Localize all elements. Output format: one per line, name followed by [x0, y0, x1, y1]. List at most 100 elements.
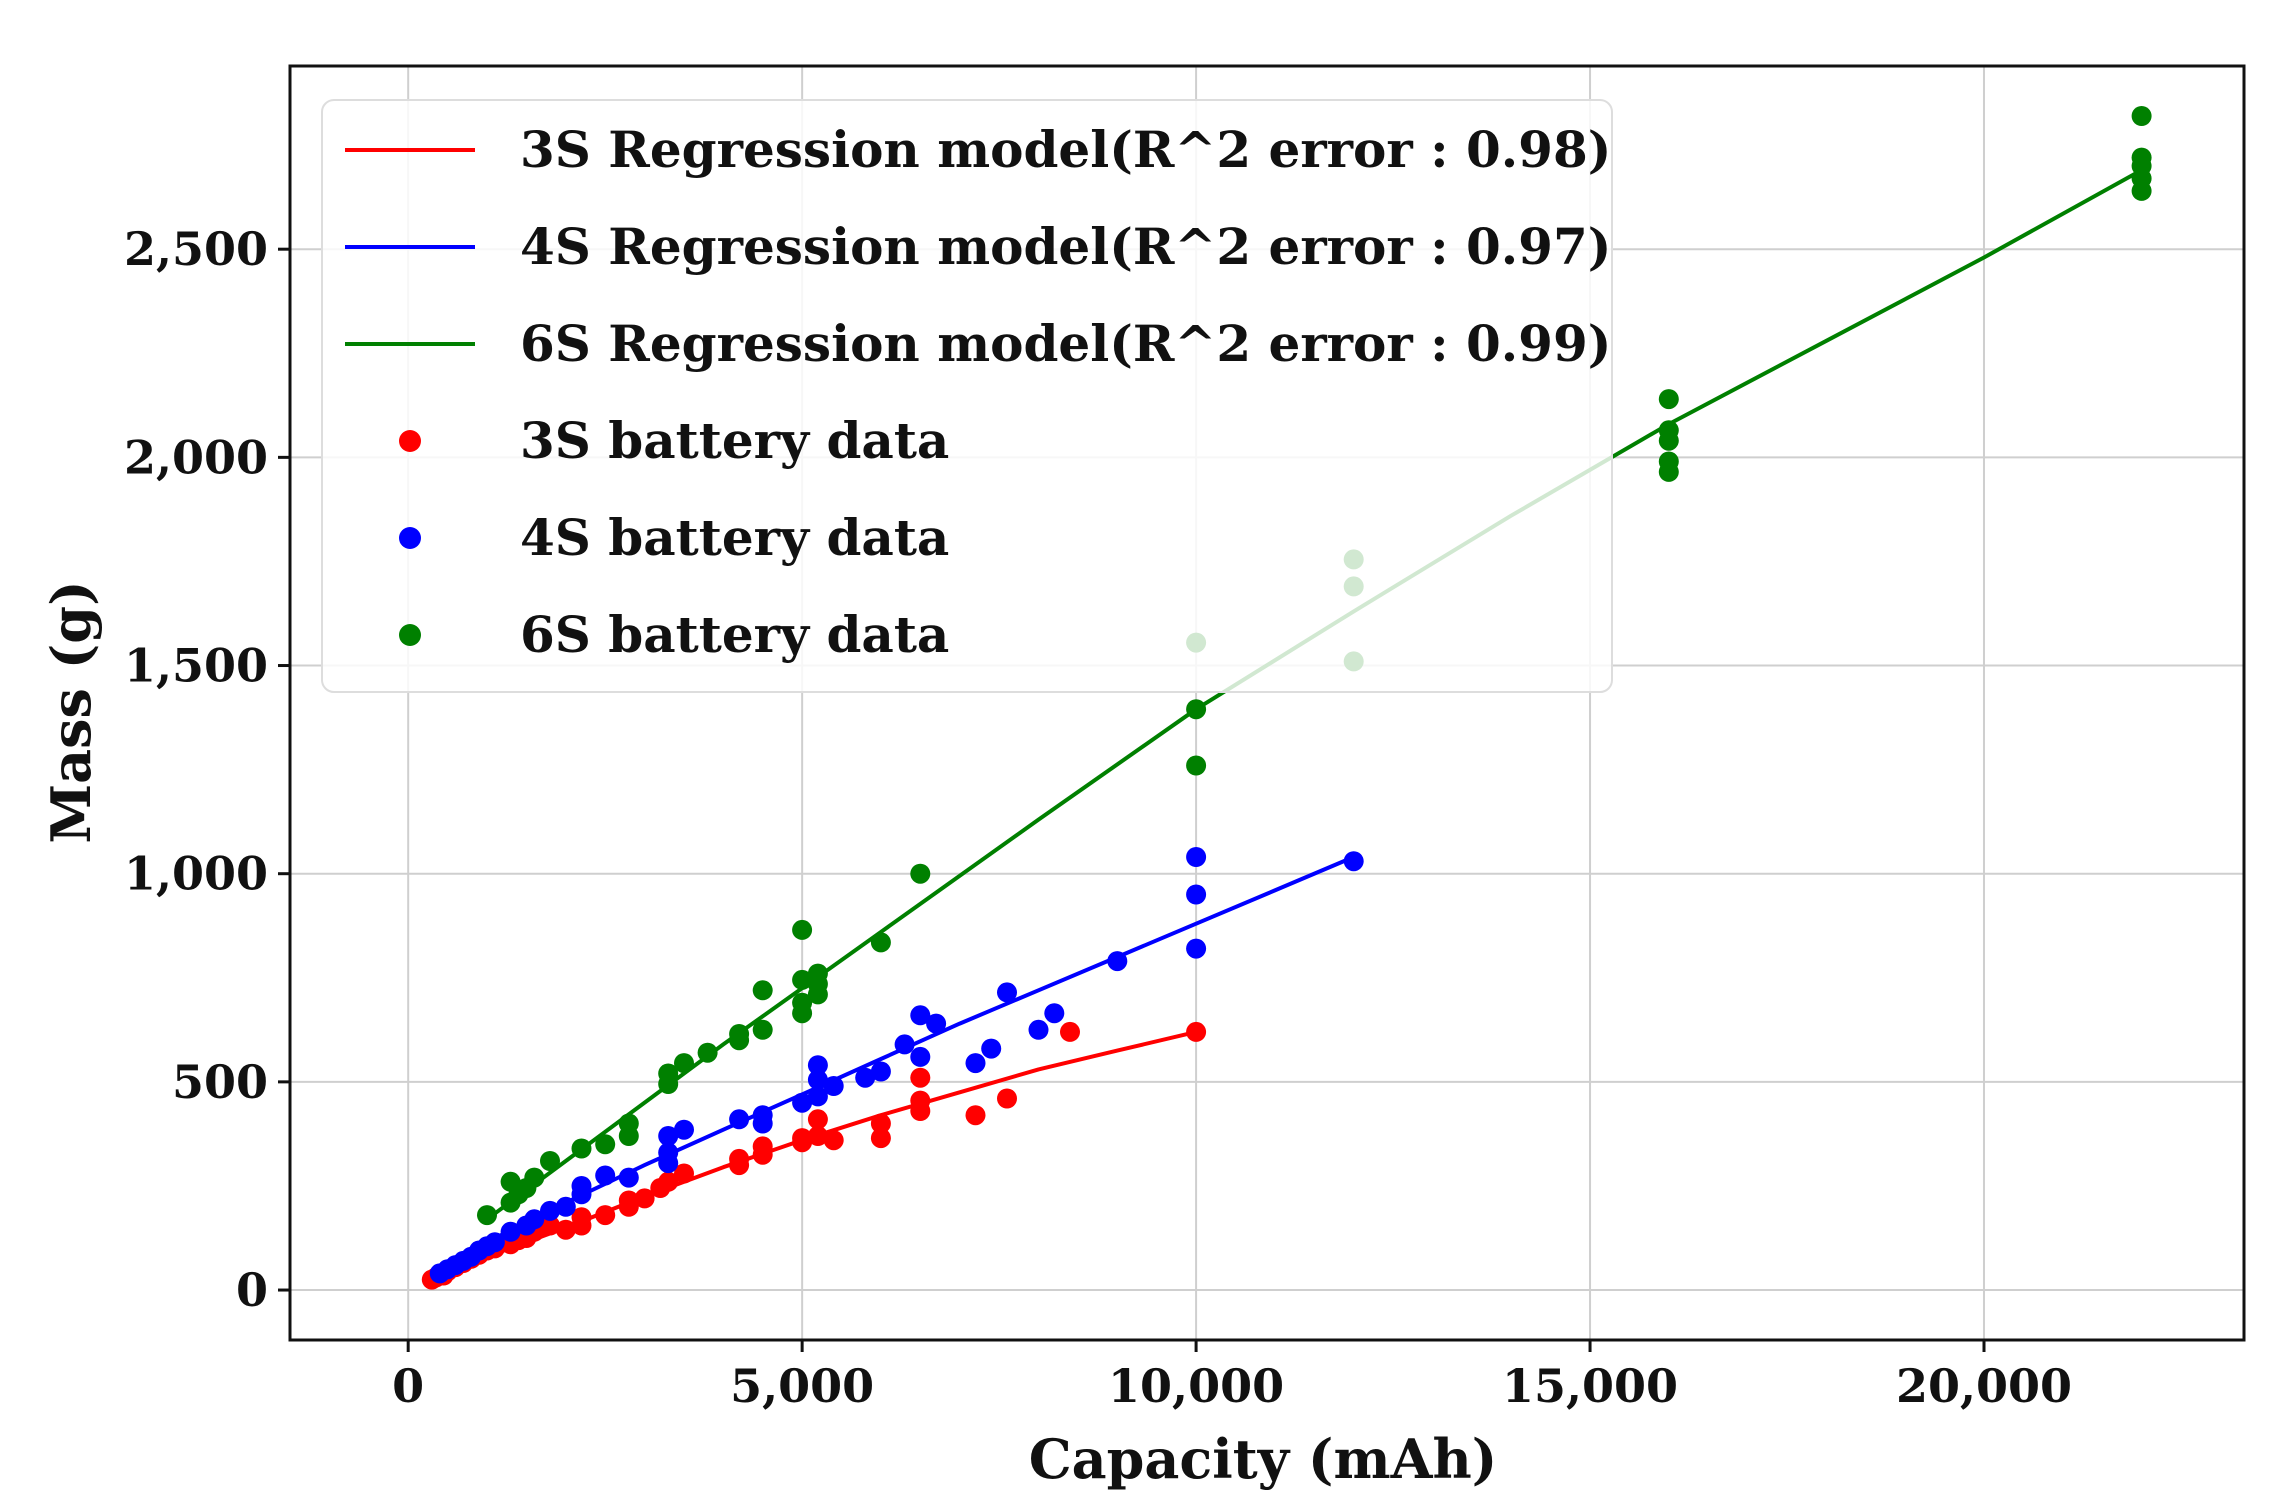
3s-data-point	[965, 1105, 986, 1126]
6s-data-point	[658, 1063, 679, 1084]
6s-data-point	[618, 1113, 639, 1134]
legend-6s-marker-swatch	[399, 624, 421, 646]
4s-data-point	[674, 1119, 694, 1140]
3s-data-point	[997, 1088, 1017, 1109]
y-tick-label: 0	[236, 1263, 268, 1317]
6s-data-point	[792, 969, 813, 990]
6s-data-point	[910, 863, 931, 884]
3s-data-point	[595, 1205, 616, 1226]
4s-data-point	[1107, 951, 1128, 972]
x-tick-label: 20,000	[1896, 1359, 2072, 1413]
y-axis-title: Mass (g)	[39, 580, 103, 843]
x-tick-label: 0	[392, 1359, 424, 1413]
y-tick-label: 1,000	[124, 847, 268, 901]
6s-data-point	[674, 1053, 694, 1074]
3s-data-point	[540, 1215, 560, 1236]
3s-data-point	[870, 1113, 891, 1134]
legend-box	[321, 99, 1613, 693]
4s-data-point	[965, 1053, 986, 1074]
legend-4s-marker-swatch	[399, 527, 421, 549]
4s-data-point	[524, 1209, 545, 1230]
4s-data-point	[807, 1055, 828, 1076]
6s-data-point	[571, 1138, 592, 1159]
axis-ticks: 0 5,000 10,000 15,000 20,000 0 500 1,000 1,500 2,…	[124, 222, 2072, 1413]
3s-data-point	[870, 1128, 891, 1149]
3s-data-point	[618, 1190, 639, 1211]
6s-data-point	[477, 1205, 497, 1226]
6s-data-point	[540, 1151, 560, 1171]
legend: 3S Regression model(R^2 error : 0.98) 4S …	[321, 99, 1613, 693]
4s-data-point	[926, 1013, 947, 1034]
3s-data-point	[634, 1188, 655, 1209]
6s-data-point	[1658, 451, 1679, 472]
3s-data-point	[1186, 1021, 1207, 1042]
3s-data-point	[807, 1126, 828, 1146]
legend-4s-marker-label: 4S battery data	[520, 508, 949, 567]
4s-data-point	[658, 1142, 679, 1163]
6s-data-point	[752, 980, 773, 1001]
6s-data-point	[792, 992, 813, 1013]
3s-data-point	[571, 1207, 592, 1228]
6s-data-point	[729, 1024, 750, 1044]
4s-data-point	[729, 1109, 750, 1130]
4s-data-point	[752, 1105, 773, 1126]
y-tick-label: 1,500	[124, 639, 268, 693]
6s-data-point	[697, 1042, 718, 1063]
x-axis-title: Capacity (mAh)	[1029, 1427, 1498, 1491]
4s-data-point	[595, 1165, 616, 1186]
6s-data-point	[752, 1019, 773, 1040]
6s-data-point	[870, 932, 891, 953]
y-tick-label: 500	[172, 1055, 268, 1109]
legend-3s-marker-label: 3S battery data	[520, 411, 949, 470]
3s-data-point	[1060, 1021, 1080, 1042]
4s-data-point	[981, 1038, 1002, 1059]
4s-data-point	[500, 1221, 521, 1242]
6s-data-point	[1658, 389, 1679, 410]
4s-data-point	[870, 1061, 891, 1082]
3s-data-point	[555, 1219, 576, 1240]
6s-data-point	[1186, 699, 1207, 720]
6s-data-point	[595, 1134, 616, 1155]
4s-data-point	[1044, 1003, 1065, 1024]
4s-data-point	[1186, 847, 1207, 867]
4s-data-point	[910, 1005, 931, 1026]
plot-frame	[288, 64, 2246, 1342]
data-points	[421, 106, 2152, 1290]
6s-data-point	[524, 1167, 545, 1188]
y-tick-label: 2,500	[124, 222, 268, 276]
4s-data-point	[540, 1200, 560, 1221]
4s-data-point	[555, 1196, 576, 1217]
4s-data-point	[997, 982, 1017, 1003]
4s-data-point	[1186, 884, 1207, 905]
4s-data-point	[484, 1232, 505, 1253]
4s-data-point	[658, 1126, 679, 1146]
4s-data-point	[807, 1069, 828, 1090]
6s-data-point	[807, 963, 828, 984]
3s-data-point	[792, 1128, 813, 1149]
4s-data-point	[571, 1176, 592, 1196]
legend-6s-line-label: 6S Regression model(R^2 error : 0.99)	[520, 314, 1611, 373]
4s-data-point	[807, 1086, 828, 1107]
6s-data-point	[792, 919, 813, 940]
3s-data-point	[910, 1067, 931, 1088]
y-tick-label: 2,000	[124, 430, 268, 484]
x-tick-label: 5,000	[730, 1359, 874, 1413]
4s-data-point	[855, 1067, 876, 1088]
4s-data-point	[1186, 938, 1207, 959]
3s-data-point	[807, 1109, 828, 1130]
4s-data-point	[792, 1092, 813, 1113]
legend-6s-marker-label: 6S battery data	[520, 605, 949, 664]
4s-data-point	[894, 1034, 915, 1055]
4s-data-point	[618, 1167, 639, 1188]
3s-data-point	[729, 1148, 750, 1169]
4s-data-point	[910, 1046, 931, 1067]
3s-data-point	[910, 1090, 931, 1111]
legend-3s-line-label: 3S Regression model(R^2 error : 0.98)	[520, 120, 1611, 179]
x-tick-label: 10,000	[1108, 1359, 1284, 1413]
6s-data-point	[2131, 147, 2152, 168]
3s-data-point	[823, 1130, 844, 1151]
x-tick-label: 15,000	[1502, 1359, 1678, 1413]
3s-data-point	[752, 1136, 773, 1157]
6s-data-point	[2131, 106, 2152, 126]
